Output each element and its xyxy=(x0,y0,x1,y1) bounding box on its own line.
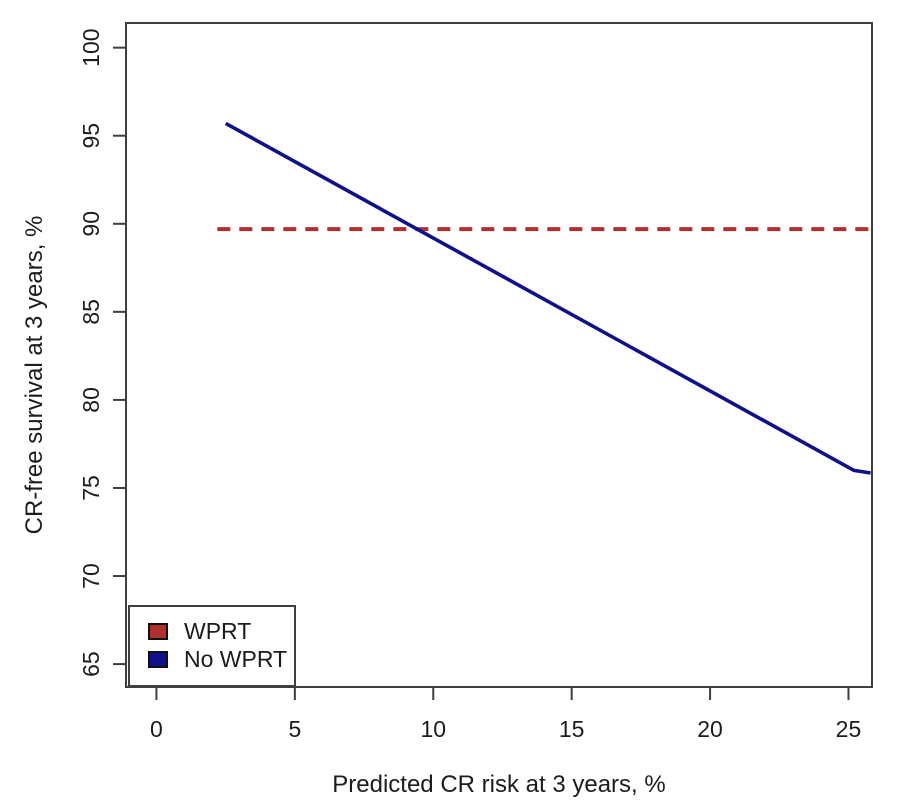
y-tick-label: 85 xyxy=(78,299,104,325)
x-tick-label: 10 xyxy=(420,716,446,742)
y-tick-label: 65 xyxy=(78,651,104,677)
no-wprt-swatch-icon xyxy=(148,650,168,668)
legend: WPRT No WPRT xyxy=(128,605,296,687)
x-axis-title: Predicted CR risk at 3 years, % xyxy=(332,771,666,798)
x-tick-label: 25 xyxy=(836,716,862,742)
y-tick-label: 100 xyxy=(78,28,104,66)
y-tick-label: 70 xyxy=(78,563,104,589)
legend-label-no-wprt: No WPRT xyxy=(184,645,288,672)
no-wprt-line xyxy=(224,121,871,475)
y-tick-label: 80 xyxy=(78,387,104,413)
legend-label-wprt: WPRT xyxy=(184,617,252,644)
x-tick-label: 15 xyxy=(559,716,585,742)
legend-item-no-wprt: No WPRT xyxy=(130,645,294,673)
y-tick-label: 90 xyxy=(78,211,104,237)
y-tick-label: 95 xyxy=(78,123,104,149)
x-tick-label: 5 xyxy=(288,716,301,742)
x-tick-label: 0 xyxy=(150,716,163,742)
plot-border xyxy=(125,22,873,688)
y-tick-label: 75 xyxy=(78,475,104,501)
x-tick-label: 20 xyxy=(697,716,723,742)
legend-item-wprt: WPRT xyxy=(130,617,294,645)
wprt-swatch-icon xyxy=(148,622,168,640)
y-axis-title: CR-free survival at 3 years, % xyxy=(21,215,48,535)
